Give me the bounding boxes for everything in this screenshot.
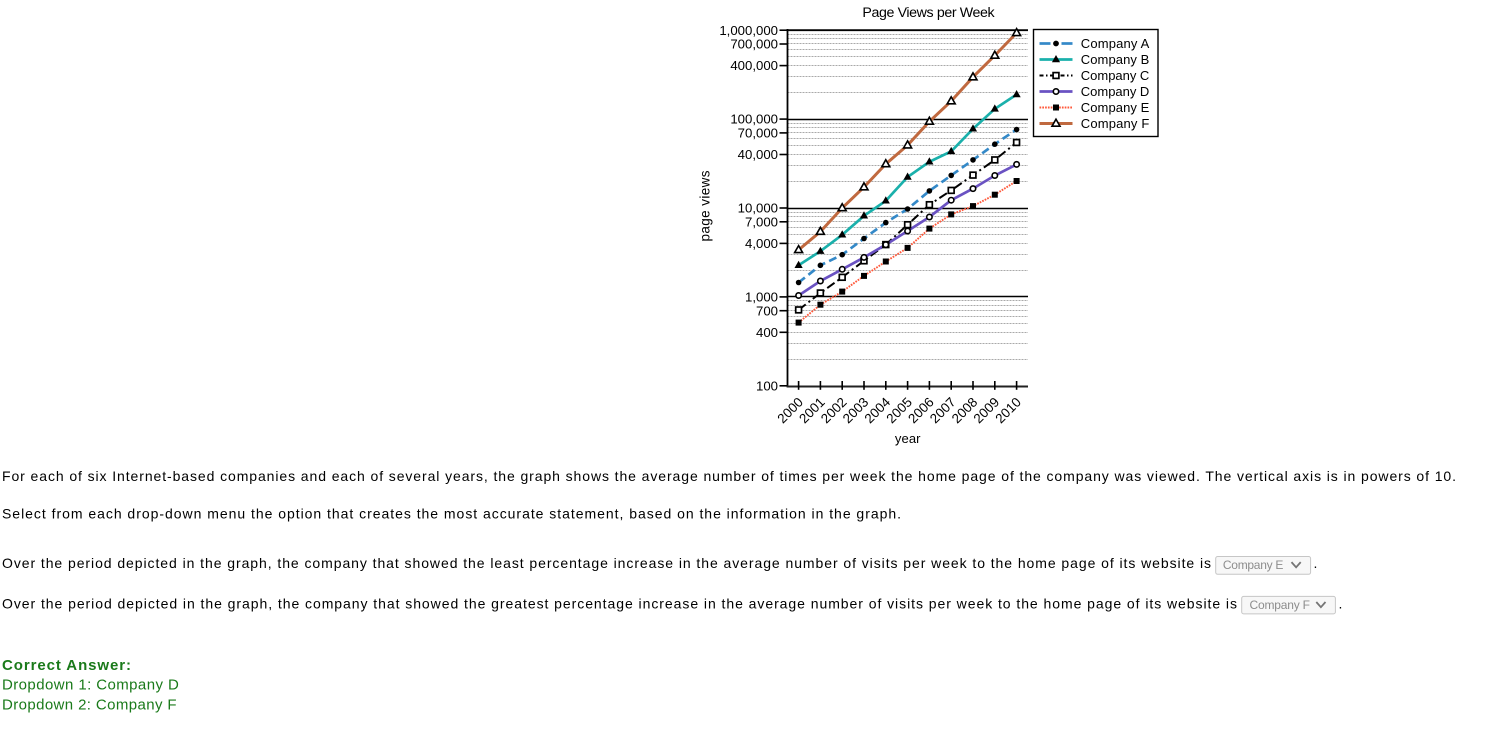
svg-text:Dropdown 2: Company F: Dropdown 2: Company F — [2, 697, 177, 714]
svg-text:4,000: 4,000 — [745, 236, 778, 251]
svg-text:700,000: 700,000 — [730, 37, 778, 52]
svg-text:1,000: 1,000 — [745, 290, 778, 305]
svg-text:Over the period depicted in th: Over the period depicted in the graph, t… — [2, 596, 1237, 612]
svg-text:Company E: Company E — [1081, 100, 1150, 115]
svg-text:Company C: Company C — [1081, 68, 1150, 83]
svg-text:100: 100 — [756, 378, 778, 393]
svg-text:10,000: 10,000 — [738, 201, 778, 216]
svg-text:Company A: Company A — [1081, 36, 1150, 51]
svg-text:Over the period depicted in th: Over the period depicted in the graph, t… — [2, 555, 1211, 571]
svg-text:40,000: 40,000 — [738, 147, 778, 162]
svg-text:Select from each drop-down men: Select from each drop-down menu the opti… — [2, 505, 901, 521]
svg-text:100,000: 100,000 — [730, 112, 778, 127]
svg-text:Company E: Company E — [1223, 558, 1284, 572]
svg-text:400: 400 — [756, 325, 778, 340]
svg-text:70,000: 70,000 — [738, 126, 778, 141]
svg-text:Page Views per Week: Page Views per Week — [862, 5, 995, 21]
svg-text:Company D: Company D — [1081, 84, 1150, 99]
svg-text:Company F: Company F — [1250, 598, 1311, 612]
svg-text:.: . — [1339, 596, 1343, 612]
svg-text:1,000,000: 1,000,000 — [719, 23, 778, 38]
svg-text:Company B: Company B — [1081, 52, 1150, 67]
svg-text:page views: page views — [697, 170, 712, 241]
svg-text:year: year — [895, 431, 921, 446]
svg-text:.: . — [1314, 555, 1318, 571]
svg-text:7,000: 7,000 — [745, 214, 778, 229]
svg-text:700: 700 — [756, 303, 778, 318]
svg-text:For each of six Internet-based: For each of six Internet-based companies… — [2, 468, 1456, 484]
svg-text:400,000: 400,000 — [730, 58, 778, 73]
svg-text:Company F: Company F — [1081, 116, 1150, 131]
svg-text:Correct Answer:: Correct Answer: — [2, 657, 131, 674]
svg-text:Dropdown 1: Company D: Dropdown 1: Company D — [2, 676, 179, 693]
